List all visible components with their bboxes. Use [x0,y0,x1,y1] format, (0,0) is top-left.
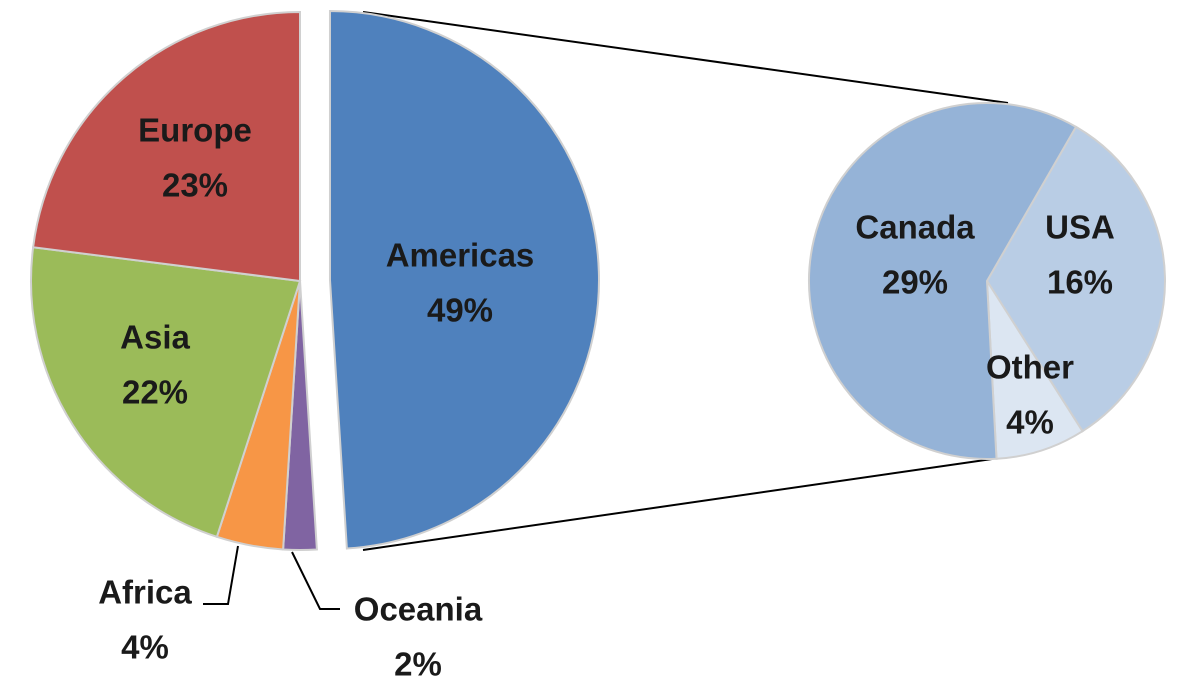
slice-label: USA [1045,209,1115,246]
slice-value-label: 16% [1047,264,1113,301]
pie-slice [985,277,1084,460]
leader-line [291,551,340,610]
slice-value-label: 29% [882,264,948,301]
leader-line [203,545,239,605]
pie-slice [808,102,1078,460]
slice-value-label: 23% [162,167,228,204]
slice-label: Oceania [354,591,483,628]
slice-label: Other [986,349,1074,386]
slice-label: Asia [120,319,190,356]
pie-slice [30,246,302,539]
slice-label: Canada [855,209,975,246]
slice-value-label: 22% [122,374,188,411]
slice-value-label: 4% [1006,404,1054,441]
connector-line [362,458,993,551]
slice-label: Europe [138,112,252,149]
pie-slice [328,10,600,550]
slice-value-label: 49% [427,292,493,329]
slice-value-label: 4% [121,629,169,666]
slice-value-label: 2% [394,646,442,679]
pie-slice [32,10,301,283]
connector-line [362,11,1009,104]
slice-label: Africa [98,574,192,611]
slice-label: Americas [386,237,535,274]
pie-slice [985,125,1166,433]
